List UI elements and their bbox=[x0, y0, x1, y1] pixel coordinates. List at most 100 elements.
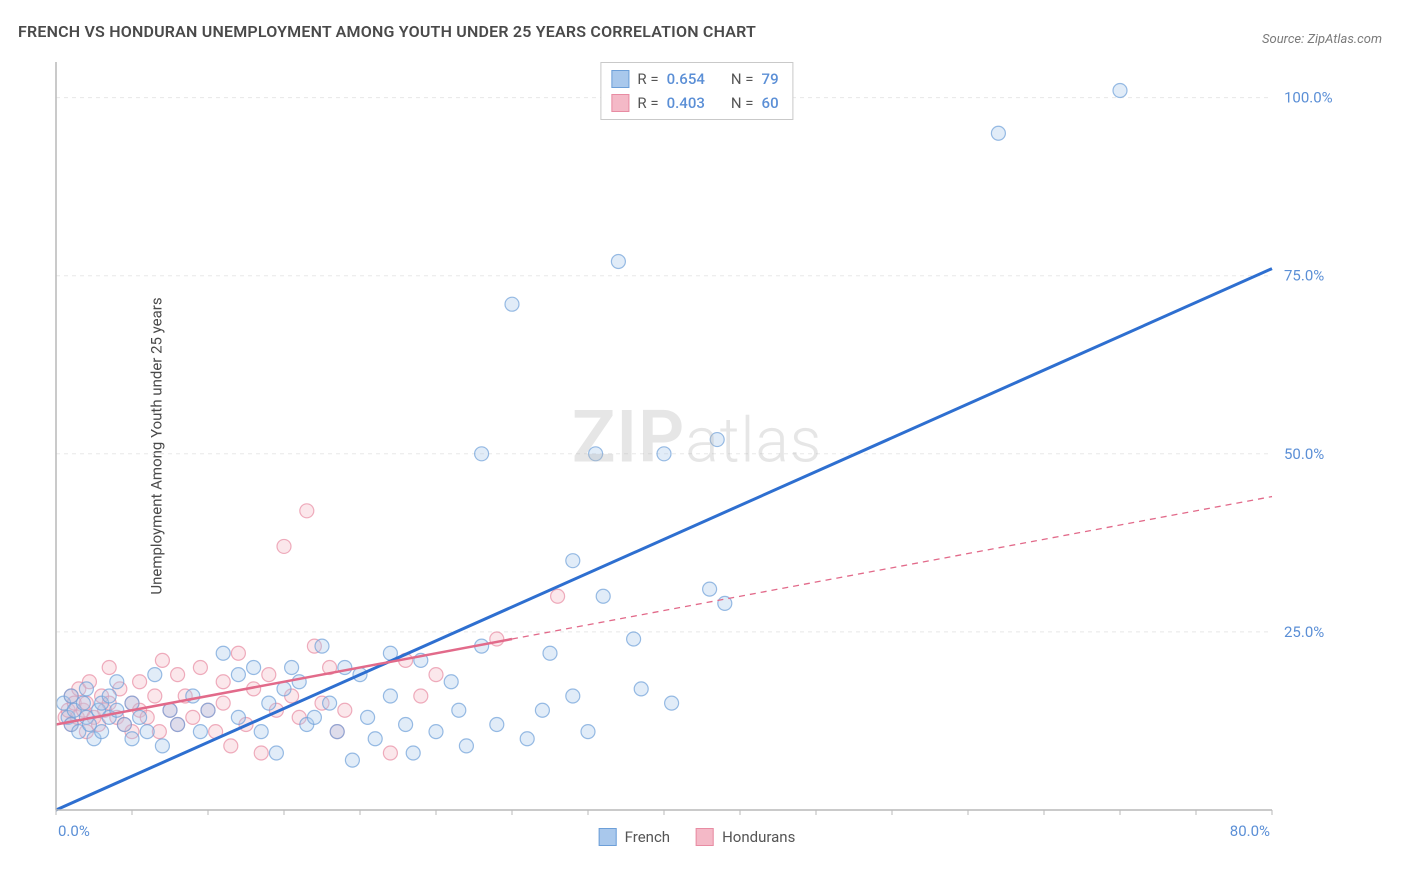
data-point bbox=[300, 504, 314, 518]
data-point bbox=[459, 739, 473, 753]
data-point bbox=[505, 297, 519, 311]
y-tick-label: 75.0% bbox=[1284, 267, 1324, 285]
legend-item: Hondurans bbox=[696, 828, 795, 846]
data-point bbox=[535, 703, 549, 717]
grid-group bbox=[56, 98, 1272, 632]
legend-n-label: N = bbox=[731, 91, 754, 115]
data-point bbox=[581, 725, 595, 739]
data-point bbox=[193, 725, 207, 739]
data-point bbox=[133, 675, 147, 689]
legend-series-label: French bbox=[625, 828, 670, 846]
data-point bbox=[148, 689, 162, 703]
data-point bbox=[611, 254, 625, 268]
data-point bbox=[596, 589, 610, 603]
data-point bbox=[117, 718, 131, 732]
legend-swatch bbox=[611, 70, 629, 88]
chart-title: FRENCH VS HONDURAN UNEMPLOYMENT AMONG YO… bbox=[18, 22, 756, 41]
x-tick-label: 0.0% bbox=[58, 822, 90, 840]
data-point bbox=[566, 689, 580, 703]
legend-n-value: 79 bbox=[762, 67, 779, 91]
trend-line bbox=[56, 269, 1272, 810]
data-point bbox=[254, 725, 268, 739]
chart-svg: 25.0% 50.0% 75.0% 100.0% 0.0% 80.0% bbox=[52, 58, 1342, 848]
legend-r-value: 0.654 bbox=[667, 67, 705, 91]
source-prefix: Source: bbox=[1262, 32, 1307, 47]
data-point bbox=[155, 653, 169, 667]
data-point bbox=[383, 746, 397, 760]
data-point bbox=[345, 753, 359, 767]
trend-line-extrapolated bbox=[512, 497, 1272, 639]
data-point bbox=[171, 718, 185, 732]
data-point bbox=[399, 718, 413, 732]
data-point bbox=[231, 646, 245, 660]
data-point bbox=[163, 703, 177, 717]
data-point bbox=[247, 661, 261, 675]
data-point bbox=[1113, 83, 1127, 97]
y-tick-label: 25.0% bbox=[1284, 623, 1324, 641]
data-point bbox=[406, 746, 420, 760]
legend-n-value: 60 bbox=[762, 91, 779, 115]
data-point bbox=[79, 682, 93, 696]
x-tick-label: 80.0% bbox=[1230, 822, 1270, 840]
data-point bbox=[991, 126, 1005, 140]
data-point bbox=[285, 661, 299, 675]
legend-r-value: 0.403 bbox=[667, 91, 705, 115]
data-point bbox=[429, 725, 443, 739]
data-point bbox=[589, 447, 603, 461]
data-point bbox=[277, 682, 291, 696]
data-point bbox=[193, 661, 207, 675]
data-point bbox=[216, 696, 230, 710]
legend-r-label: R = bbox=[637, 91, 658, 115]
scatter-group bbox=[57, 83, 1127, 767]
data-point bbox=[148, 668, 162, 682]
data-point bbox=[452, 703, 466, 717]
data-point bbox=[627, 632, 641, 646]
data-point bbox=[444, 675, 458, 689]
legend-row: R =0.654N =79 bbox=[611, 67, 778, 91]
data-point bbox=[201, 703, 215, 717]
data-point bbox=[566, 554, 580, 568]
data-point bbox=[703, 582, 717, 596]
data-point bbox=[429, 668, 443, 682]
legend-swatch bbox=[599, 828, 617, 846]
data-point bbox=[110, 675, 124, 689]
legend-correlation: R =0.654N =79R =0.403N =60 bbox=[600, 62, 793, 120]
data-point bbox=[216, 675, 230, 689]
data-point bbox=[361, 710, 375, 724]
data-point bbox=[414, 689, 428, 703]
source-name: ZipAtlas.com bbox=[1307, 32, 1382, 47]
data-point bbox=[186, 710, 200, 724]
data-point bbox=[383, 689, 397, 703]
data-point bbox=[171, 668, 185, 682]
data-point bbox=[543, 646, 557, 660]
data-point bbox=[140, 725, 154, 739]
legend-swatch bbox=[611, 94, 629, 112]
source-attribution: Source: ZipAtlas.com bbox=[1262, 32, 1382, 47]
legend-r-label: R = bbox=[637, 67, 658, 91]
data-point bbox=[710, 433, 724, 447]
data-point bbox=[102, 689, 116, 703]
data-point bbox=[224, 739, 238, 753]
data-point bbox=[330, 725, 344, 739]
data-point bbox=[277, 539, 291, 553]
trendlines-group bbox=[56, 269, 1272, 810]
data-point bbox=[102, 661, 116, 675]
legend-swatch bbox=[696, 828, 714, 846]
legend-series: French Hondurans bbox=[599, 828, 796, 846]
data-point bbox=[520, 732, 534, 746]
data-point bbox=[315, 639, 329, 653]
data-point bbox=[368, 732, 382, 746]
data-point bbox=[338, 703, 352, 717]
data-point bbox=[125, 732, 139, 746]
data-point bbox=[551, 589, 565, 603]
data-point bbox=[133, 710, 147, 724]
axes-group bbox=[56, 62, 1272, 815]
data-point bbox=[665, 696, 679, 710]
data-point bbox=[475, 447, 489, 461]
data-point bbox=[155, 739, 169, 753]
y-tick-label: 50.0% bbox=[1284, 445, 1324, 463]
data-point bbox=[490, 718, 504, 732]
y-tick-label: 100.0% bbox=[1284, 89, 1333, 107]
data-point bbox=[269, 746, 283, 760]
plot-area: 25.0%50.0%75.0%100.0%0.0%80.0% ZIPatlas … bbox=[52, 58, 1342, 848]
